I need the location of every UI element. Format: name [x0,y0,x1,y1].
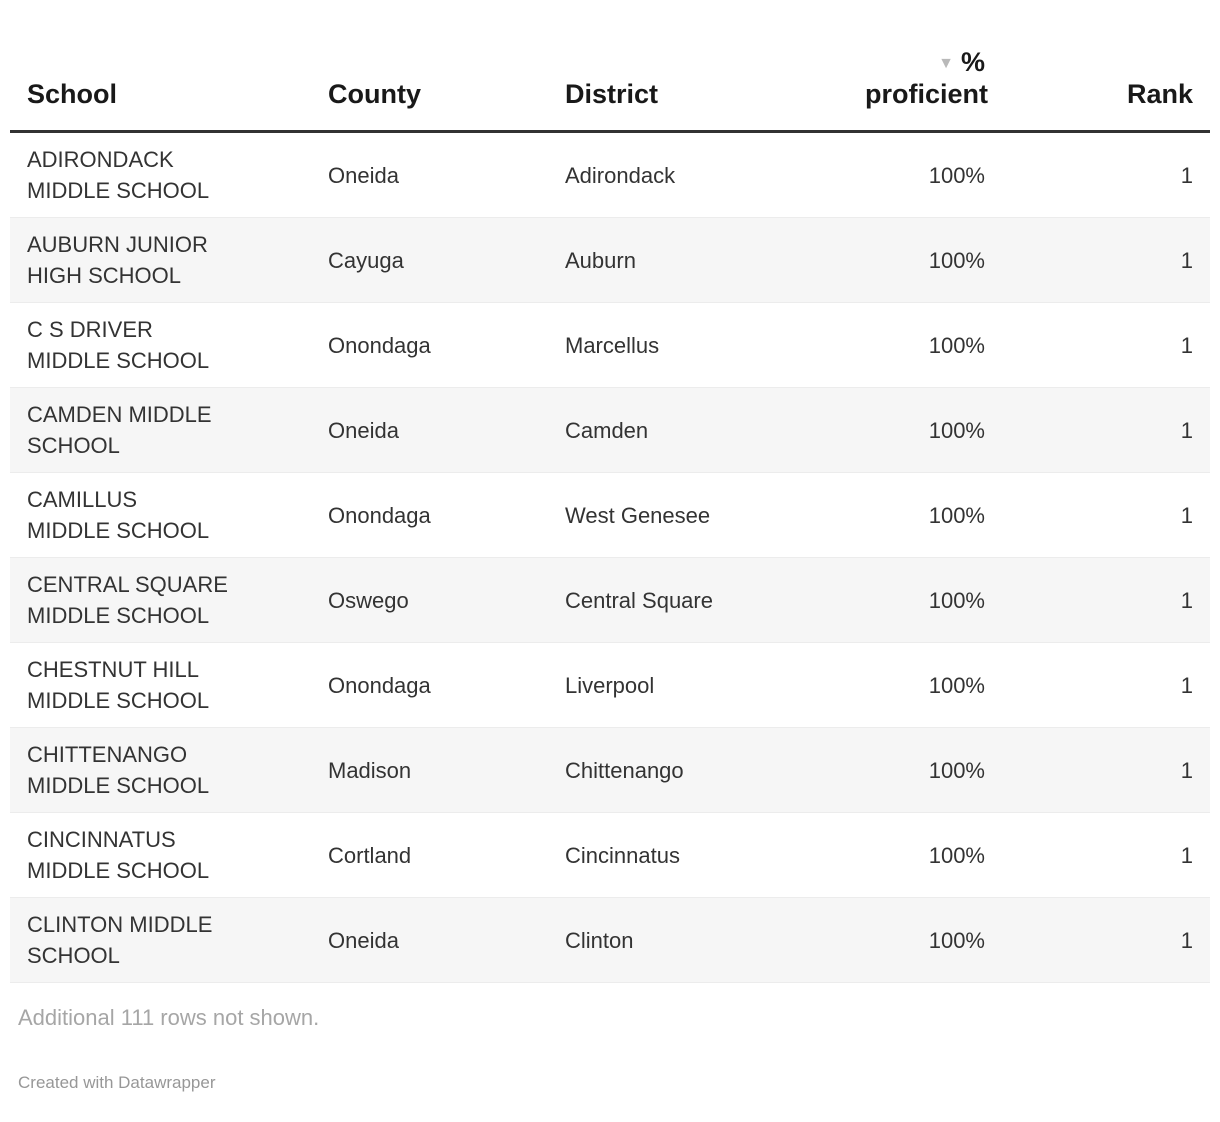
cell-rank: 1 [1002,472,1210,558]
cell-county: Onondaga [311,302,548,388]
table-row: CHESTNUT HILL MIDDLE SCHOOL Onondaga Liver… [10,642,1210,728]
cell-proficient: 100% [848,727,1002,813]
table-row: CAMILLUS MIDDLE SCHOOL Onondaga West Genes… [10,472,1210,558]
cell-county: Oneida [311,897,548,983]
cell-proficient: 100% [848,387,1002,473]
sort-descending-icon: ▼ [938,55,954,72]
schools-proficiency-table: School County District ▼% proficient Ran… [10,0,1210,983]
cell-county: Oswego [311,557,548,643]
cell-rank: 1 [1002,727,1210,813]
table-header: School County District ▼% proficient Ran… [10,0,1210,133]
datawrapper-attribution-link[interactable]: Created with Datawrapper [18,1073,216,1092]
cell-school: CLINTON MIDDLE SCHOOL [10,897,311,983]
cell-county: Madison [311,727,548,813]
datawrapper-table-chart: School County District ▼% proficient Ran… [10,0,1210,1092]
cell-district: Camden [548,387,848,473]
table-row: CENTRAL SQUARE MIDDLE SCHOOL Oswego Centra… [10,557,1210,643]
cell-school: AUBURN JUNIOR HIGH SCHOOL [10,217,311,303]
table-row: C S DRIVER MIDDLE SCHOOL Onondaga Marcellu… [10,302,1210,388]
cell-county: Cortland [311,812,548,898]
table-body: ADIRONDACK MIDDLE SCHOOL Oneida Adirondack… [10,131,1210,983]
cell-proficient: 100% [848,642,1002,728]
cell-district: Clinton [548,897,848,983]
cell-school: CENTRAL SQUARE MIDDLE SCHOOL [10,557,311,643]
table-row: CLINTON MIDDLE SCHOOL Oneida Clinton 100% 1 [10,897,1210,983]
cell-county: Onondaga [311,642,548,728]
proficient-header-percent: % [960,47,985,77]
cell-rank: 1 [1002,387,1210,473]
cell-proficient: 100% [848,557,1002,643]
cell-district: Central Square [548,557,848,643]
column-header-proficient[interactable]: ▼% proficient [848,0,1002,133]
table-row: CINCINNATUS MIDDLE SCHOOL Cortland Cincinn… [10,812,1210,898]
cell-district: Chittenango [548,727,848,813]
cell-proficient: 100% [848,897,1002,983]
cell-district: Liverpool [548,642,848,728]
cell-district: Auburn [548,217,848,303]
table-row: ADIRONDACK MIDDLE SCHOOL Oneida Adirondack… [10,131,1210,218]
cell-proficient: 100% [848,217,1002,303]
column-header-district[interactable]: District [548,0,848,133]
cell-school: CAMILLUS MIDDLE SCHOOL [10,472,311,558]
cell-district: West Genesee [548,472,848,558]
cell-county: Cayuga [311,217,548,303]
proficient-header-line2: proficient [865,79,989,109]
table-row: CAMDEN MIDDLE SCHOOL Oneida Camden 100% 1 [10,387,1210,473]
cell-proficient: 100% [848,812,1002,898]
column-header-school[interactable]: School [10,0,311,133]
cell-rank: 1 [1002,217,1210,303]
additional-rows-note: Additional 111 rows not shown. [18,1005,320,1030]
cell-proficient: 100% [848,302,1002,388]
proficient-header-line1: ▼% [865,47,985,79]
cell-school: CAMDEN MIDDLE SCHOOL [10,387,311,473]
cell-school: C S DRIVER MIDDLE SCHOOL [10,302,311,388]
cell-school: CHITTENANGO MIDDLE SCHOOL [10,727,311,813]
cell-rank: 1 [1002,557,1210,643]
cell-district: Marcellus [548,302,848,388]
cell-rank: 1 [1002,642,1210,728]
cell-rank: 1 [1002,302,1210,388]
cell-school: CHESTNUT HILL MIDDLE SCHOOL [10,642,311,728]
table-row: AUBURN JUNIOR HIGH SCHOOL Cayuga Auburn 100… [10,217,1210,303]
column-header-rank[interactable]: Rank [1002,0,1210,133]
cell-school: ADIRONDACK MIDDLE SCHOOL [10,131,311,218]
cell-rank: 1 [1002,897,1210,983]
cell-proficient: 100% [848,131,1002,218]
table-header-row: School County District ▼% proficient Ran… [10,0,1210,133]
cell-proficient: 100% [848,472,1002,558]
cell-district: Adirondack [548,131,848,218]
cell-county: Oneida [311,387,548,473]
cell-rank: 1 [1002,812,1210,898]
column-header-county[interactable]: County [311,0,548,133]
cell-county: Onondaga [311,472,548,558]
cell-school: CINCINNATUS MIDDLE SCHOOL [10,812,311,898]
cell-rank: 1 [1002,131,1210,218]
table-row: CHITTENANGO MIDDLE SCHOOL Madison Chittena… [10,727,1210,813]
cell-district: Cincinnatus [548,812,848,898]
cell-county: Oneida [311,131,548,218]
